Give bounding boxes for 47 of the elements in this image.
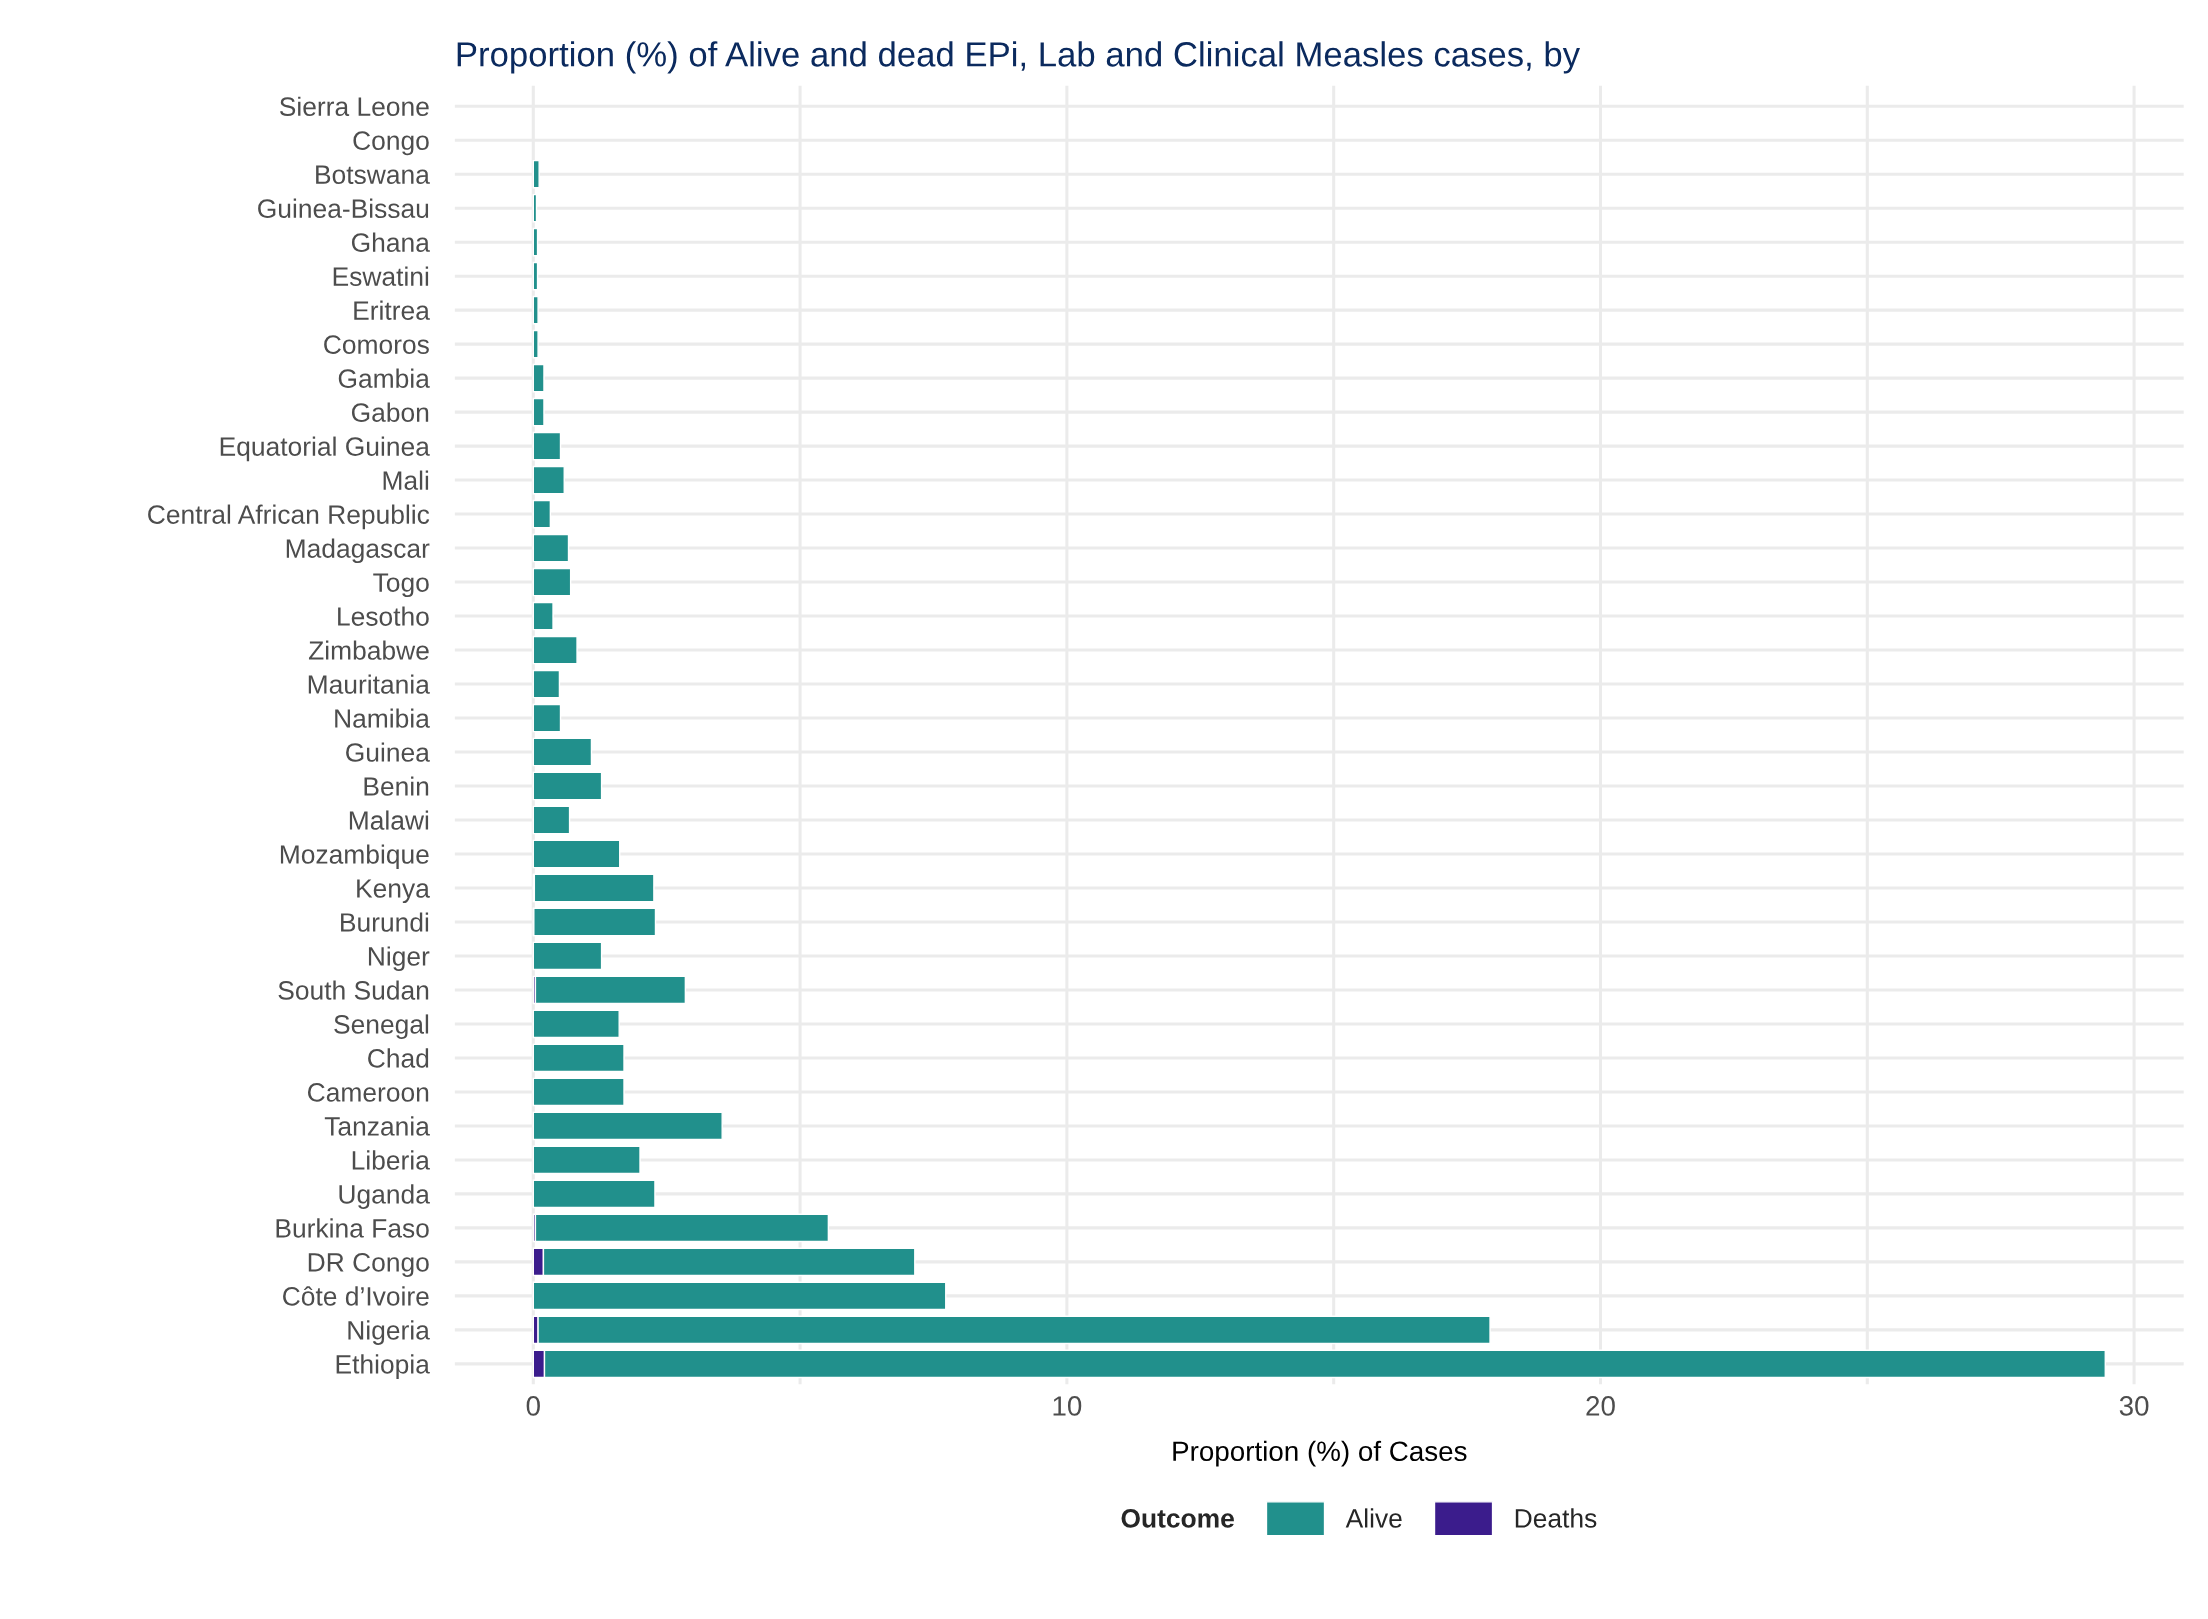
y-tick-label: Kenya — [357, 879, 430, 904]
y-tick-label: South Sudan — [278, 980, 429, 1000]
y-tick-label: Liberia — [352, 1150, 430, 1170]
y-tick-label: Lesotho — [338, 606, 429, 626]
y-tick-label: Central African Republic — [148, 504, 430, 530]
y-tick-label: Chad — [368, 1048, 429, 1068]
y-tick-label: Sierra Leone — [279, 96, 429, 117]
y-tick-label: Côte d’Ivoire — [283, 1286, 429, 1306]
y-tick-label: Togo — [373, 573, 429, 598]
y-tick-label: Ghana — [351, 232, 430, 252]
y-tick-label: Nigeria — [348, 1320, 430, 1345]
legend-title: Outcome — [1121, 1509, 1234, 1528]
y-tick-label: Guinea — [346, 742, 430, 762]
x-tick-label: 20 — [1586, 1396, 1615, 1416]
y-tick-label: Congo — [353, 131, 429, 156]
y-tick-label: Ethiopia — [336, 1354, 430, 1379]
y-tick-label: Botswana — [316, 165, 430, 184]
y-tick-label: Uganda — [339, 1184, 430, 1209]
y-tick-label: Eritrea — [354, 300, 430, 320]
y-tick-label: Mali — [383, 470, 429, 490]
chart-title: Proportion (%) of Alive and dead EPi, Lab and Clinical Measles cases, by — [457, 41, 1581, 74]
y-tick-label: Madagascar — [286, 538, 430, 564]
y-tick-label: Gabon — [351, 402, 429, 422]
legend-label: Alive — [1345, 1508, 1402, 1528]
y-tick-label: Gambia — [338, 368, 430, 388]
legend-label: Deaths — [1515, 1508, 1597, 1528]
y-tick-label: Niger — [368, 946, 430, 971]
x-tick-label: 30 — [2119, 1396, 2149, 1416]
x-axis-title: Proportion (%) of Cases — [1173, 1440, 1467, 1467]
y-tick-label: Benin — [364, 776, 429, 796]
x-tick-label: 10 — [1053, 1396, 1082, 1416]
x-tick-label: 0 — [526, 1396, 540, 1416]
y-tick-label: Zimbabwe — [308, 640, 429, 660]
y-tick-label: Namibia — [335, 708, 430, 728]
y-tick-label: Guinea-Bissau — [258, 198, 429, 218]
y-tick-label: Tanzania — [324, 1116, 430, 1136]
y-tick-label: Burundi — [341, 912, 429, 932]
y-tick-label: DR Congo — [308, 1253, 429, 1277]
y-tick-label: Eswatini — [333, 266, 429, 286]
y-tick-label: Comoros — [324, 335, 429, 354]
y-tick-label: Senegal — [334, 1014, 429, 1039]
y-tick-label: Equatorial Guinea — [220, 436, 430, 462]
y-tick-label: Mozambique — [280, 844, 429, 870]
y-tick-label: Burkina Faso — [276, 1218, 429, 1238]
y-tick-label: Malawi — [349, 810, 429, 830]
y-tick-label: Cameroon — [307, 1083, 429, 1102]
y-tick-label: Mauritania — [308, 674, 430, 694]
